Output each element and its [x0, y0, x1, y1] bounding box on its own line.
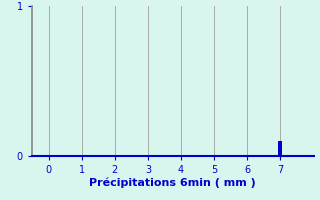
X-axis label: Précipitations 6min ( mm ): Précipitations 6min ( mm )	[89, 178, 256, 188]
Bar	[278, 141, 283, 156]
